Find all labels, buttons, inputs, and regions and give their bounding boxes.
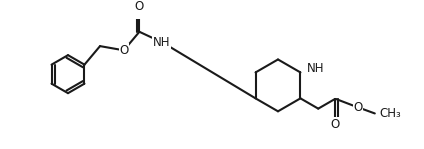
Text: O: O <box>135 0 144 13</box>
Text: O: O <box>330 118 340 131</box>
Text: NH: NH <box>153 35 170 49</box>
Text: O: O <box>353 101 363 114</box>
Text: O: O <box>119 44 128 57</box>
Text: CH₃: CH₃ <box>379 107 401 120</box>
Text: NH: NH <box>307 62 324 75</box>
